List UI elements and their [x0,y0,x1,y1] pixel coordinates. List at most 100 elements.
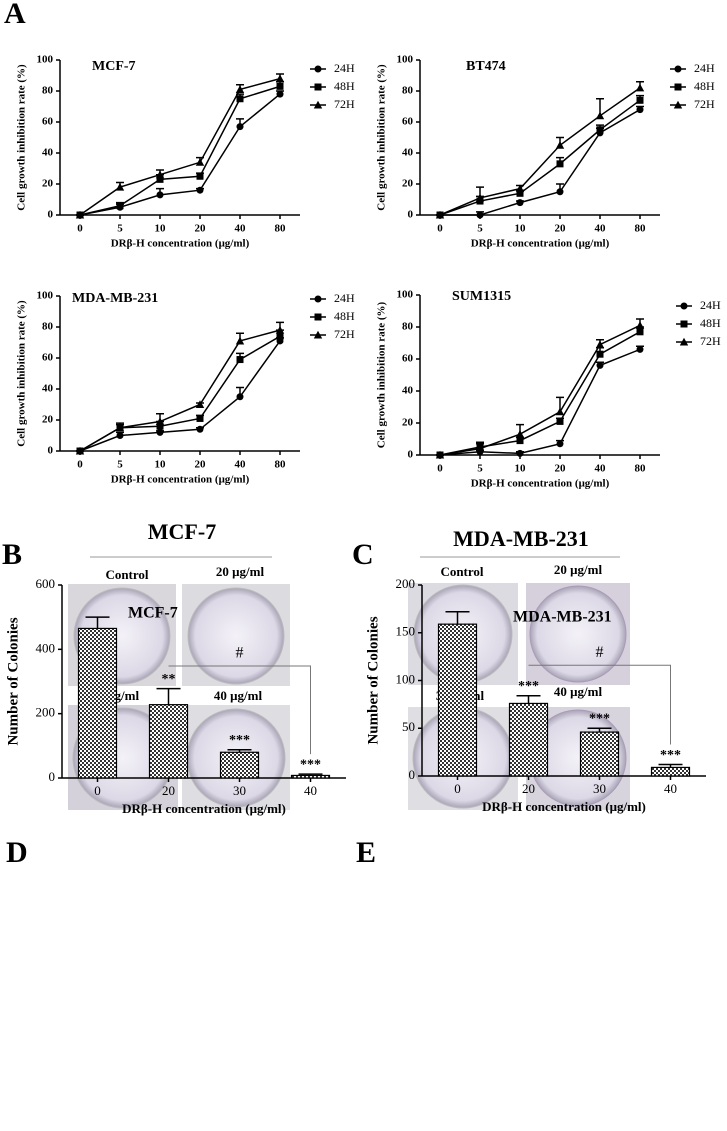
y-tick-label: 200 [36,705,56,720]
marker [116,202,124,210]
y-tick-label: 80 [402,321,414,333]
line [439,87,641,216]
y-tick-label: 100 [37,290,54,302]
error-bar [445,610,470,625]
dish [187,587,285,685]
x-axis-label: DRβ-H concentration (μg/ml) [122,801,286,816]
significance: *** [518,679,539,694]
y-tick-label: 80 [402,85,414,97]
marker [115,423,125,432]
marker [276,82,284,90]
chart: MDA-MB-231 0 50 100 150 200 0 20 30 40 DRβ-H conce… [365,576,706,814]
y-tick-label: 20 [42,178,54,190]
line [439,99,641,216]
chart-title: MDA-MB-231 [513,609,612,626]
line [439,348,641,456]
line [79,93,281,216]
bar [148,704,189,779]
chart: MDA-MB-231 0 20 40 60 80 100 0 5 10 20 40 80 DRβ-H co… [16,290,355,486]
x-tick-label: 40 [235,223,247,235]
x-tick-label: 10 [515,463,527,475]
y-tick-label: 0 [49,769,56,784]
legend-label: 72H [700,334,721,348]
marker [276,90,284,98]
photo-title: MCF-7 [148,519,216,544]
marker [196,425,204,433]
y-tick-label: 0 [48,445,54,457]
x-tick-label: 10 [515,223,527,235]
chart: MCF-7 0 200 400 600 0 20 30 40 DRβ-H concentratio… [5,576,346,816]
bracket [528,664,671,745]
marker [596,126,604,134]
marker [195,400,205,408]
legend-label: 72H [334,97,355,111]
error-bar [516,695,541,704]
marker [596,350,604,358]
y-tick-label: 150 [396,624,416,639]
error-bar [156,687,181,705]
legend-label: 48H [334,79,355,93]
marker [635,321,645,329]
legend-label: 72H [334,327,355,341]
bracket-label: # [236,645,244,662]
chart-title: MDA-MB-231 [72,291,158,306]
marker [75,210,85,219]
y-tick-label: 20 [42,414,54,426]
dish [529,585,627,683]
line [440,108,641,216]
x-axis-label: DRβ-H concentration (μg/ml) [482,799,646,814]
legend-label: 24H [694,61,715,75]
marker [673,100,683,109]
y-tick-label: 100 [396,671,416,686]
marker [679,337,689,346]
y-axis-label: Number of Colonies [5,617,21,745]
legend-label: 24H [700,298,721,312]
x-tick-label: 80 [635,223,647,235]
marker [155,170,165,179]
x-tick-label: 5 [117,223,123,235]
legend-label: 48H [700,316,721,330]
marker [556,440,564,448]
y-tick-label: 60 [402,353,414,365]
significance: *** [229,733,250,748]
line [439,331,641,456]
y-tick-label: 0 [409,767,416,782]
x-tick-label: 0 [454,781,461,796]
bar [579,731,620,777]
x-tick-label: 80 [635,463,647,475]
y-tick-label: 0 [48,209,54,221]
y-tick-label: 60 [42,352,54,364]
y-tick-label: 80 [42,85,54,97]
y-tick-label: 50 [402,719,415,734]
bracket [168,665,311,755]
error-bar [587,727,612,733]
marker [155,417,165,426]
chart: BT474 0 20 40 60 80 100 0 5 10 20 40 80 DRβ-H concent… [376,54,715,250]
x-axis-label: DRβ-H concentration (μg/ml) [111,238,250,250]
significance: *** [660,748,681,763]
marker [75,446,85,455]
x-tick-label: 20 [162,783,175,798]
marker [196,414,204,422]
photo-label: 20 μg/ml [216,564,265,579]
chart: MCF-7 0 20 40 60 80 100 0 5 10 20 40 80 DRβ-H concent… [16,54,355,250]
marker [156,422,164,430]
y-tick-label: 40 [42,147,54,159]
marker [516,437,524,445]
x-tick-label: 0 [77,459,83,471]
chart-title: SUM1315 [452,289,511,304]
photo-label: 20 μg/ml [554,562,603,577]
y-axis-label: Cell growth inhibition rate (%) [16,64,28,211]
marker [236,393,244,401]
marker [475,193,485,202]
marker [196,172,204,180]
x-tick-label: 0 [77,223,83,235]
y-tick-label: 20 [402,178,414,190]
marker [314,295,322,303]
x-tick-label: 80 [275,223,287,235]
y-axis-label: Cell growth inhibition rate (%) [16,300,28,447]
marker [516,199,524,207]
marker [275,325,285,334]
panel-label: B [2,538,22,571]
